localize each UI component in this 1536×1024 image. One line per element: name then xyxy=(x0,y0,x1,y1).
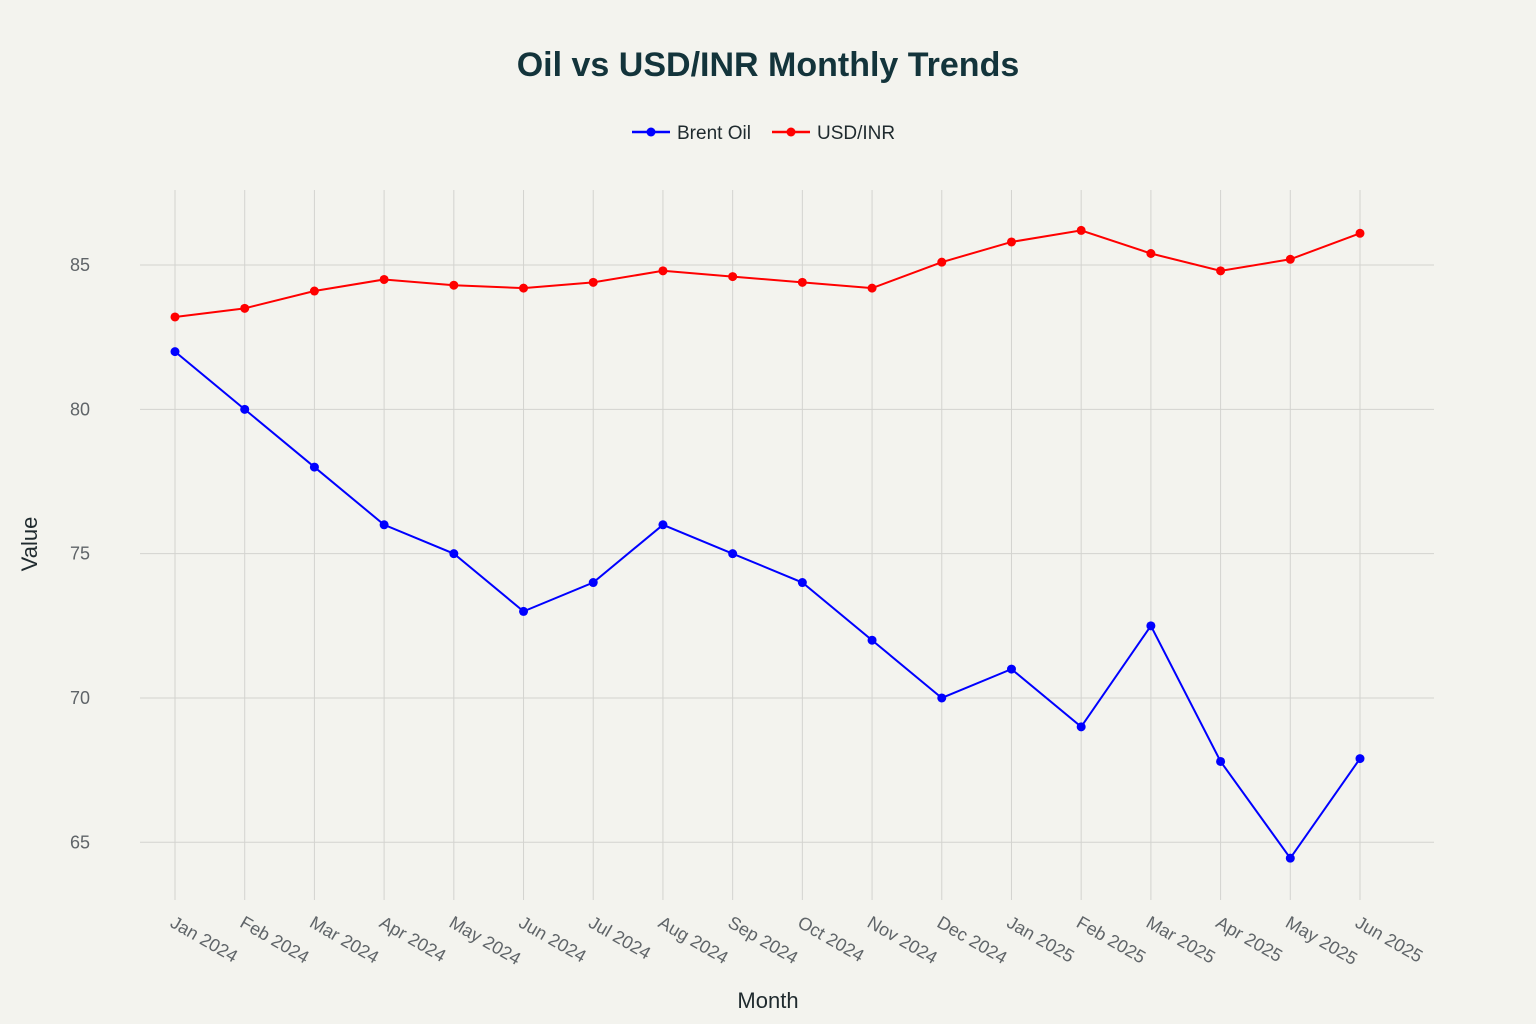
data-point xyxy=(937,693,947,703)
data-point xyxy=(379,274,389,284)
data-point xyxy=(170,312,180,322)
data-point xyxy=(1285,853,1295,863)
data-point xyxy=(379,520,389,530)
data-point xyxy=(1076,225,1086,235)
data-point xyxy=(1146,621,1156,631)
x-tick-label: Feb 2025 xyxy=(1073,912,1149,967)
data-point xyxy=(170,347,180,357)
data-point xyxy=(937,257,947,267)
data-point xyxy=(867,283,877,293)
data-point xyxy=(1355,754,1365,764)
series-line-1 xyxy=(174,229,1361,318)
data-point xyxy=(1076,722,1086,732)
legend-swatch-marker xyxy=(786,127,796,137)
data-point xyxy=(658,266,668,276)
x-tick-label: Jan 2024 xyxy=(167,912,241,966)
x-tick-label: Jun 2024 xyxy=(516,912,590,966)
x-tick-label: Apr 2025 xyxy=(1213,912,1286,966)
x-tick-label: Nov 2024 xyxy=(864,912,941,968)
data-point xyxy=(588,578,598,588)
data-point xyxy=(1006,237,1016,247)
x-axis-label: Month xyxy=(737,988,798,1013)
legend-label: Brent Oil xyxy=(677,123,751,144)
grid xyxy=(140,190,1434,900)
x-tick-label: Mar 2024 xyxy=(306,912,382,967)
series-line-0 xyxy=(174,350,1361,860)
y-tick-label: 85 xyxy=(70,255,90,275)
data-point xyxy=(309,286,319,296)
data-point xyxy=(728,272,738,282)
y-tick-label: 80 xyxy=(70,399,90,419)
data-point xyxy=(797,578,807,588)
data-point xyxy=(867,635,877,645)
data-point xyxy=(1006,664,1016,674)
legend-swatch-marker xyxy=(646,127,656,137)
x-tick-label: Jul 2024 xyxy=(585,912,654,963)
y-tick-label: 65 xyxy=(70,832,90,852)
data-point xyxy=(1216,756,1226,766)
x-tick-label: Mar 2025 xyxy=(1143,912,1219,967)
series-group xyxy=(170,225,1365,863)
chart-title: Oil vs USD/INR Monthly Trends xyxy=(517,46,1020,84)
x-tick-label: Feb 2024 xyxy=(237,912,313,967)
data-point xyxy=(449,280,459,290)
x-tick-label: Aug 2024 xyxy=(655,912,732,968)
data-point xyxy=(449,549,459,559)
x-tick-label: Oct 2024 xyxy=(794,912,867,966)
legend-label: USD/INR xyxy=(817,123,895,144)
y-axis-label: Value xyxy=(17,517,42,572)
data-point xyxy=(519,283,529,293)
x-tick-label: Apr 2024 xyxy=(376,912,449,966)
data-point xyxy=(1146,248,1156,258)
x-tick-label: May 2025 xyxy=(1282,912,1360,969)
data-point xyxy=(240,303,250,313)
data-point xyxy=(728,549,738,559)
data-point xyxy=(240,404,250,414)
data-point xyxy=(1355,228,1365,238)
x-tick-label: May 2024 xyxy=(446,912,524,969)
data-point xyxy=(797,277,807,287)
x-tick-label: Jan 2025 xyxy=(1003,912,1077,966)
data-point xyxy=(658,520,668,530)
data-point xyxy=(588,277,598,287)
x-tick-label: Sep 2024 xyxy=(725,912,802,968)
x-tick-label: Dec 2024 xyxy=(934,912,1011,968)
x-tick-label: Jun 2025 xyxy=(1352,912,1426,966)
data-point xyxy=(1216,266,1226,276)
y-tick-label: 75 xyxy=(70,544,90,564)
data-point xyxy=(1285,254,1295,264)
y-tick-label: 70 xyxy=(70,688,90,708)
y-axis-ticks: 65 70 75 80 85 xyxy=(70,255,90,852)
data-point xyxy=(519,606,529,616)
legend: Brent Oil USD/INR xyxy=(632,123,895,144)
data-point xyxy=(309,462,319,472)
